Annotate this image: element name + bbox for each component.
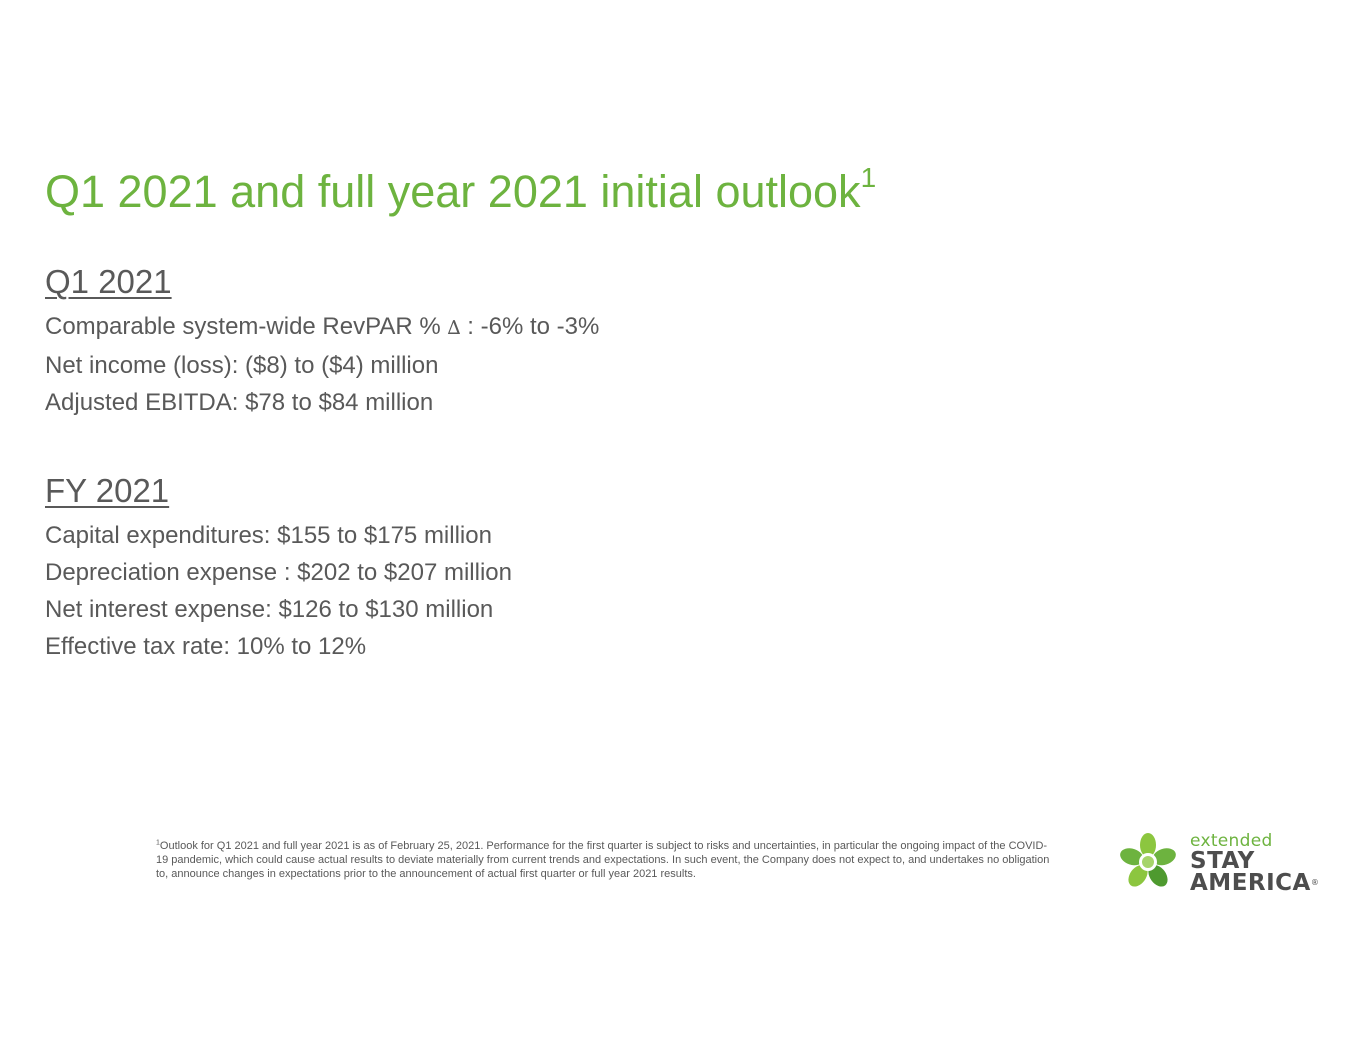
footnote: 1Outlook for Q1 2021 and full year 2021 … (156, 839, 1051, 881)
logo-wordmark: extended STAY AMERICA® (1190, 831, 1320, 896)
logo-america-text: AMERICA (1190, 870, 1311, 896)
extended-stay-america-logo: extended STAY AMERICA® (1110, 831, 1330, 896)
q1-list: Comparable system-wide RevPAR % ∆ : -6% … (45, 308, 599, 421)
fy-tax-rate-item: Effective tax rate: 10% to 12% (45, 633, 367, 660)
fy-capex-item: Capital expenditures: $155 to $175 milli… (45, 522, 492, 549)
footnote-text: Outlook for Q1 2021 and full year 2021 i… (156, 840, 1050, 880)
q1-net-income-item: Net income (loss): ($8) to ($4) million (45, 352, 439, 379)
q1-section: Q1 2021 Comparable system-wide RevPAR % … (45, 262, 599, 421)
fy-list: Capital expenditures: $155 to $175 milli… (45, 517, 512, 665)
fy-depreciation-item: Depreciation expense : $202 to $207 mill… (45, 559, 512, 586)
q1-revpar-item: Comparable system-wide RevPAR % ∆ : -6% … (45, 308, 599, 347)
footnote-marker: 1 (156, 839, 160, 847)
star-figure-icon (1120, 833, 1176, 887)
page-title-text: Q1 2021 and full year 2021 initial outlo… (45, 166, 861, 217)
fy-heading: FY 2021 (45, 472, 170, 509)
revpar-suffix: : -6% to -3% (460, 313, 600, 340)
title-footnote-marker: 1 (860, 162, 877, 193)
fy-net-interest-item: Net interest expense: $126 to $130 milli… (45, 596, 494, 623)
logo-america-line: AMERICA® (1190, 870, 1320, 896)
fy-section: FY 2021 Capital expenditures: $155 to $1… (45, 471, 512, 665)
logo-stay-text: STAY (1190, 848, 1255, 874)
q1-adjusted-ebitda-item: Adjusted EBITDA: $78 to $84 million (45, 389, 434, 416)
delta-symbol: ∆ (447, 317, 461, 339)
registered-mark: ® (1310, 878, 1320, 887)
q1-heading: Q1 2021 (45, 263, 172, 300)
logo-extended-text: extended (1190, 831, 1273, 851)
page-title: Q1 2021 and full year 2021 initial outlo… (45, 164, 876, 220)
revpar-prefix: Comparable system-wide RevPAR % (45, 313, 448, 340)
